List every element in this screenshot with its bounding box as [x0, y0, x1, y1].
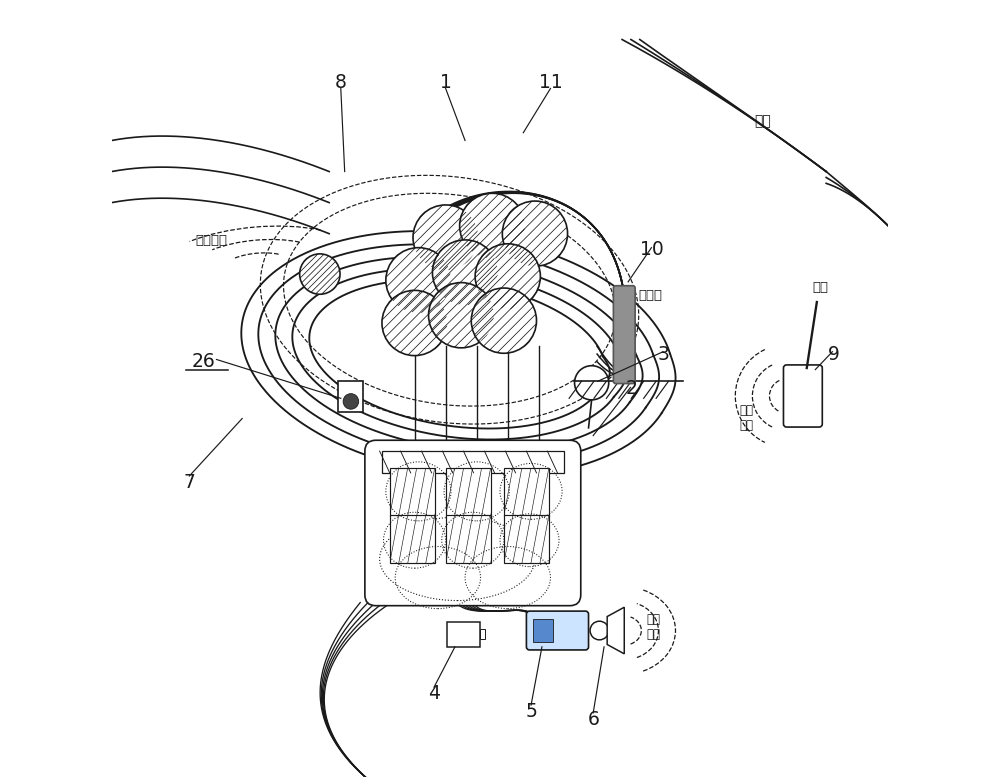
- Text: 无线
信号: 无线 信号: [646, 612, 660, 640]
- Bar: [447, 622, 480, 647]
- Text: 3: 3: [657, 345, 669, 363]
- FancyBboxPatch shape: [783, 365, 822, 427]
- Circle shape: [471, 288, 537, 353]
- Text: 2: 2: [626, 380, 638, 398]
- Bar: [480, 629, 485, 640]
- FancyBboxPatch shape: [365, 440, 581, 606]
- Text: 4: 4: [428, 684, 440, 703]
- Text: 8: 8: [335, 72, 347, 92]
- Circle shape: [590, 621, 609, 640]
- Text: 5: 5: [525, 702, 537, 720]
- Circle shape: [502, 201, 568, 266]
- Bar: [446, 468, 491, 516]
- Bar: [390, 515, 435, 563]
- Text: 7: 7: [183, 473, 195, 492]
- Bar: [504, 515, 549, 563]
- Circle shape: [429, 282, 494, 348]
- Bar: [446, 515, 491, 563]
- FancyBboxPatch shape: [526, 611, 589, 650]
- Circle shape: [575, 366, 609, 400]
- Circle shape: [386, 247, 451, 313]
- Bar: [533, 619, 553, 642]
- Circle shape: [475, 244, 540, 309]
- Bar: [504, 468, 549, 516]
- Text: 1: 1: [440, 72, 452, 92]
- Text: 10: 10: [640, 240, 663, 259]
- Bar: [338, 381, 363, 412]
- FancyBboxPatch shape: [613, 286, 635, 384]
- Circle shape: [343, 394, 359, 409]
- Text: 无线
信号: 无线 信号: [739, 405, 753, 433]
- Text: 河流: 河流: [754, 114, 771, 128]
- Polygon shape: [607, 607, 624, 654]
- Text: 6: 6: [587, 710, 599, 728]
- Text: 26: 26: [191, 352, 215, 371]
- Bar: [382, 451, 564, 473]
- Bar: [390, 468, 435, 516]
- Circle shape: [382, 290, 447, 356]
- Text: 河流流动: 河流流动: [195, 234, 227, 247]
- Text: 基站: 基站: [813, 282, 829, 294]
- Circle shape: [300, 254, 340, 294]
- Text: 9: 9: [828, 345, 840, 363]
- Circle shape: [413, 205, 478, 270]
- Text: 11: 11: [539, 72, 562, 92]
- Text: 固定桩: 固定桩: [638, 289, 662, 303]
- Circle shape: [460, 193, 525, 258]
- Circle shape: [432, 240, 498, 305]
